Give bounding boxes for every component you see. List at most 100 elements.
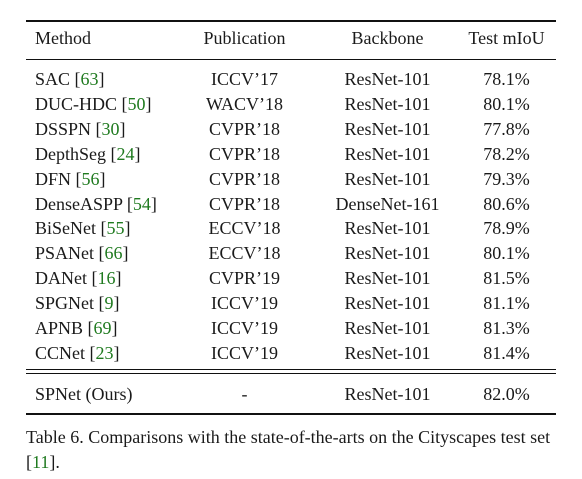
row-backbone: ResNet-101 <box>344 143 431 164</box>
table-row: PSANet [66] ECCV’18 ResNet-101 80.1% <box>26 241 556 266</box>
row-backbone: ResNet-101 <box>344 268 431 289</box>
row-miou: 77.8% <box>483 118 530 139</box>
method-name: BiSeNet <box>35 218 96 239</box>
method-name: DFN <box>35 168 72 189</box>
method-ref-link[interactable]: 50 <box>127 93 146 114</box>
row-publication: CVPR’19 <box>208 268 280 289</box>
method-ref-link[interactable]: 66 <box>104 243 123 264</box>
row-publication: ECCV’18 <box>208 243 281 264</box>
method-name: SPGNet <box>35 293 95 314</box>
row-miou: 79.3% <box>483 168 530 189</box>
method-name: CCNet <box>35 342 86 363</box>
table-bottom-rule <box>26 413 556 415</box>
method-name: APNB <box>35 318 84 338</box>
row-backbone: ResNet-101 <box>344 243 431 264</box>
ours-backbone: ResNet-101 <box>344 384 431 404</box>
row-method: DUC-HDC [50] <box>35 92 152 117</box>
method-ref-link[interactable]: 63 <box>80 69 99 89</box>
row-backbone: DenseNet-161 <box>335 193 440 214</box>
row-publication: CVPR’18 <box>208 143 280 164</box>
method-name: DepthSeg <box>35 143 106 164</box>
ours-double-rule-bottom <box>26 373 556 374</box>
ref-bracket-open: [ <box>106 143 117 164</box>
method-name: DenseASPP <box>35 193 123 214</box>
header-backbone: Backbone <box>351 28 424 48</box>
row-backbone: ResNet-101 <box>344 69 431 89</box>
ref-bracket-open: [ <box>87 268 98 289</box>
ref-bracket-close: ] <box>134 143 141 164</box>
method-ref-link[interactable]: 23 <box>95 342 114 363</box>
ref-bracket-close: ] <box>122 243 129 264</box>
row-backbone: ResNet-101 <box>344 93 431 114</box>
row-miou: 80.6% <box>483 193 530 214</box>
row-publication: CVPR’18 <box>208 118 280 139</box>
row-publication: CVPR’18 <box>208 168 280 189</box>
row-backbone: ResNet-101 <box>344 318 431 338</box>
method-ref-link[interactable]: 56 <box>81 168 100 189</box>
ref-bracket-open: [ <box>94 293 105 314</box>
row-backbone: ResNet-101 <box>344 118 431 139</box>
method-ref-link[interactable]: 69 <box>93 318 112 338</box>
method-name: DUC-HDC <box>35 93 118 114</box>
row-publication: ICCV’19 <box>211 293 278 314</box>
row-miou: 78.2% <box>483 143 530 164</box>
ref-bracket-open: [ <box>122 193 133 214</box>
table-row: SPGNet [9] ICCV’19 ResNet-101 81.1% <box>26 291 556 316</box>
row-method: DenseASPP [54] <box>35 192 157 217</box>
row-method: PSANet [66] <box>35 241 129 266</box>
method-ref-link[interactable]: 24 <box>116 143 135 164</box>
ref-bracket-open: [ <box>83 318 94 338</box>
ref-bracket-close: ] <box>111 318 118 338</box>
ours-publication: - <box>241 384 248 404</box>
ref-bracket-open: [ <box>94 243 105 264</box>
ref-bracket-open: [ <box>91 118 102 139</box>
ref-bracket-close: ] <box>115 268 122 289</box>
method-ref-link[interactable]: 54 <box>132 193 151 214</box>
ref-bracket-open: [ <box>117 93 128 114</box>
header-rule <box>26 59 556 60</box>
row-miou: 78.1% <box>483 69 530 89</box>
table-row: DenseASPP [54] CVPR’18 DenseNet-161 80.6% <box>26 192 556 217</box>
ref-bracket-open: [ <box>70 69 81 89</box>
row-method: BiSeNet [55] <box>35 216 131 241</box>
caption-prefix: Table 6. Comparisons with the state-of-t… <box>26 427 551 472</box>
ref-bracket-open: [ <box>71 168 82 189</box>
row-method: SAC [63] <box>35 67 105 92</box>
table-row: CCNet [23] ICCV’19 ResNet-101 81.4% <box>26 341 556 366</box>
table-row: BiSeNet [55] ECCV’18 ResNet-101 78.9% <box>26 216 556 241</box>
row-miou: 81.1% <box>483 293 530 314</box>
caption-ref-link[interactable]: 11 <box>32 452 50 472</box>
table-row-ours: SPNet (Ours) - ResNet-101 82.0% <box>26 382 556 407</box>
method-ref-link[interactable]: 9 <box>104 293 114 314</box>
table-top-rule <box>26 20 556 22</box>
row-miou: 81.3% <box>483 318 530 338</box>
header-test-miou: Test mIoU <box>468 28 545 48</box>
ref-bracket-close: ] <box>119 118 126 139</box>
row-publication: ICCV’19 <box>211 318 278 338</box>
ours-method: SPNet (Ours) <box>35 384 133 404</box>
row-miou: 81.5% <box>483 268 530 289</box>
row-miou: 80.1% <box>483 93 530 114</box>
header-publication: Publication <box>203 28 286 48</box>
ref-bracket-close: ] <box>113 293 120 314</box>
row-publication: ICCV’17 <box>211 69 278 89</box>
row-method: CCNet [23] <box>35 341 120 366</box>
method-name: PSANet <box>35 243 95 264</box>
table-header-row: Method Publication Backbone Test mIoU <box>26 26 556 51</box>
method-name: SAC <box>35 69 71 89</box>
ref-bracket-close: ] <box>113 342 120 363</box>
ref-bracket-close: ] <box>98 69 105 89</box>
method-ref-link[interactable]: 55 <box>106 218 125 239</box>
table-row: DepthSeg [24] CVPR’18 ResNet-101 78.2% <box>26 142 556 167</box>
table-row: APNB [69] ICCV’19 ResNet-101 81.3% <box>26 316 556 341</box>
method-ref-link[interactable]: 30 <box>101 118 120 139</box>
ref-bracket-close: ] <box>124 218 131 239</box>
ours-double-rule-top <box>26 369 556 370</box>
method-ref-link[interactable]: 16 <box>97 268 116 289</box>
ref-bracket-close: ] <box>99 168 106 189</box>
row-backbone: ResNet-101 <box>344 342 431 363</box>
table-row: DFN [56] CVPR’18 ResNet-101 79.3% <box>26 167 556 192</box>
row-method: DepthSeg [24] <box>35 142 141 167</box>
header-method: Method <box>35 28 91 48</box>
row-publication: ICCV’19 <box>211 342 278 363</box>
